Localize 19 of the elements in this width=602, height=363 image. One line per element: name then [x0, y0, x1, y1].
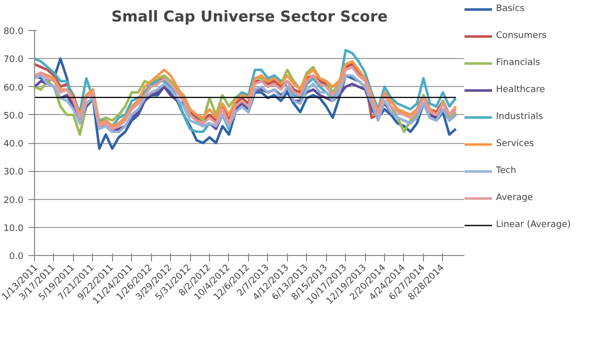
chart-title: Small Cap Universe Sector Score: [111, 8, 388, 26]
y-tick-label: 70.0: [3, 55, 24, 66]
y-tick-label: 40.0: [3, 140, 24, 150]
y-tick-label: 10.0: [3, 224, 24, 234]
y-tick-label: 0.0: [9, 252, 24, 262]
legend-label: Basics: [496, 4, 525, 14]
y-tick-label: 60.0: [3, 83, 24, 94]
y-tick-label: 30.0: [3, 168, 24, 178]
legend-label: Average: [496, 193, 533, 203]
legend-label: Tech: [496, 166, 516, 176]
y-tick-label: 50.0: [3, 111, 24, 122]
legend-label: Services: [496, 139, 534, 149]
legend-label: Healthcare: [496, 85, 546, 95]
legend-label: Consumers: [496, 31, 547, 41]
y-tick-label: 20.0: [3, 196, 24, 206]
legend-label: Industrials: [496, 112, 543, 122]
y-tick-label: 80.0: [3, 27, 24, 37]
legend-label: Linear (Average): [496, 220, 571, 230]
legend-label: Financials: [496, 58, 540, 68]
